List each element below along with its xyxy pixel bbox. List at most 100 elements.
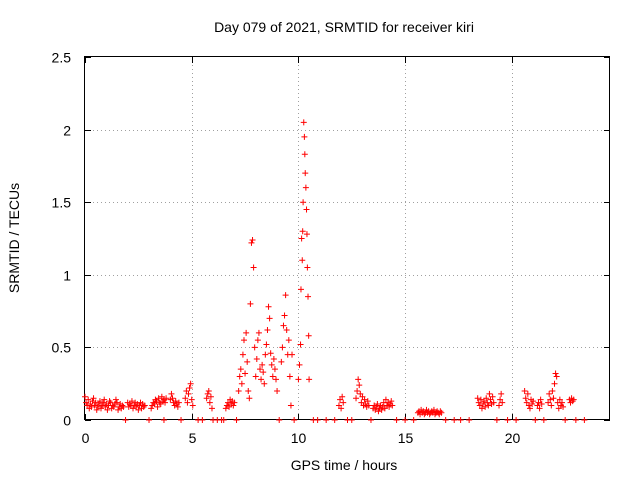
data-point-zero — [160, 417, 167, 423]
data-point — [261, 380, 268, 387]
data-point — [205, 387, 212, 394]
data-point — [182, 395, 189, 402]
data-point-zero — [466, 417, 473, 423]
y-tick-label: 0.5 — [52, 340, 72, 356]
data-point-zero — [276, 417, 283, 423]
data-point-zero — [323, 417, 330, 423]
data-point — [297, 286, 304, 293]
data-point — [95, 401, 102, 408]
data-point — [553, 373, 560, 380]
grid — [85, 57, 610, 420]
data-point — [486, 390, 493, 397]
data-point-zero — [572, 417, 579, 423]
data-point — [222, 405, 229, 412]
data-point — [94, 403, 101, 410]
data-point — [244, 358, 251, 365]
data-point — [569, 398, 576, 405]
data-point — [208, 405, 215, 412]
data-point — [260, 369, 267, 376]
data-point-zero — [562, 417, 569, 423]
data-point — [364, 398, 371, 405]
x-tick-label: 15 — [398, 430, 414, 446]
data-point-zero — [367, 417, 374, 423]
data-point-zero — [314, 417, 321, 423]
data-point — [148, 405, 155, 412]
data-point — [185, 390, 192, 397]
data-point — [98, 405, 105, 412]
data-point — [128, 398, 135, 405]
data-point — [304, 264, 311, 271]
data-point — [230, 402, 237, 409]
data-point — [262, 351, 269, 358]
data-point — [287, 402, 294, 409]
data-point — [85, 396, 92, 403]
data-point — [104, 406, 111, 413]
data-point — [477, 396, 484, 403]
data-point — [172, 398, 179, 405]
data-point — [538, 401, 545, 408]
data-point — [163, 395, 170, 402]
data-point — [252, 373, 259, 380]
data-point — [280, 322, 287, 329]
data-point — [267, 350, 274, 357]
data-point — [248, 239, 255, 246]
data-point — [174, 403, 181, 410]
data-point — [270, 356, 277, 363]
data-point — [175, 399, 182, 406]
data-point — [298, 235, 305, 242]
data-point — [154, 403, 161, 410]
data-point — [303, 206, 310, 213]
data-point — [100, 399, 107, 406]
data-point — [373, 403, 380, 410]
x-tick-label: 10 — [291, 430, 307, 446]
data-point — [496, 402, 503, 409]
data-point — [490, 399, 497, 406]
data-point — [536, 405, 543, 412]
data-point — [168, 390, 175, 397]
data-point — [279, 344, 286, 351]
data-point — [378, 406, 385, 413]
data-point — [156, 399, 163, 406]
data-point — [525, 402, 532, 409]
data-point — [302, 184, 309, 191]
data-point — [302, 170, 309, 177]
data-point — [375, 408, 382, 415]
data-point — [524, 390, 531, 397]
data-point — [489, 393, 496, 400]
data-point — [301, 151, 308, 158]
data-point — [236, 373, 243, 380]
data-point — [274, 387, 281, 394]
data-point — [120, 403, 127, 410]
data-point — [529, 401, 536, 408]
data-point — [372, 406, 379, 413]
data-point — [437, 408, 444, 415]
data-point — [247, 300, 254, 307]
data-point — [296, 361, 303, 368]
data-point-zero — [410, 417, 417, 423]
data-point — [130, 405, 137, 412]
data-point — [339, 393, 346, 400]
data-point — [338, 405, 345, 412]
data-point — [273, 376, 280, 383]
data-point — [388, 398, 395, 405]
data-point — [188, 396, 195, 403]
data-point — [101, 396, 108, 403]
data-point — [255, 329, 262, 336]
data-point — [135, 406, 142, 413]
data-point — [498, 390, 505, 397]
data-point — [438, 409, 445, 416]
data-point — [299, 257, 306, 264]
data-point — [250, 264, 257, 271]
data-point — [285, 337, 292, 344]
data-point — [110, 403, 117, 410]
data-point-zero — [402, 417, 409, 423]
x-tick-label: 0 — [82, 430, 90, 446]
data-point — [266, 315, 273, 322]
data-point — [560, 403, 567, 410]
data-point-zero — [504, 417, 511, 423]
data-point — [297, 341, 304, 348]
data-point — [114, 399, 121, 406]
data-point-zero — [146, 417, 153, 423]
data-point-zero — [178, 417, 185, 423]
